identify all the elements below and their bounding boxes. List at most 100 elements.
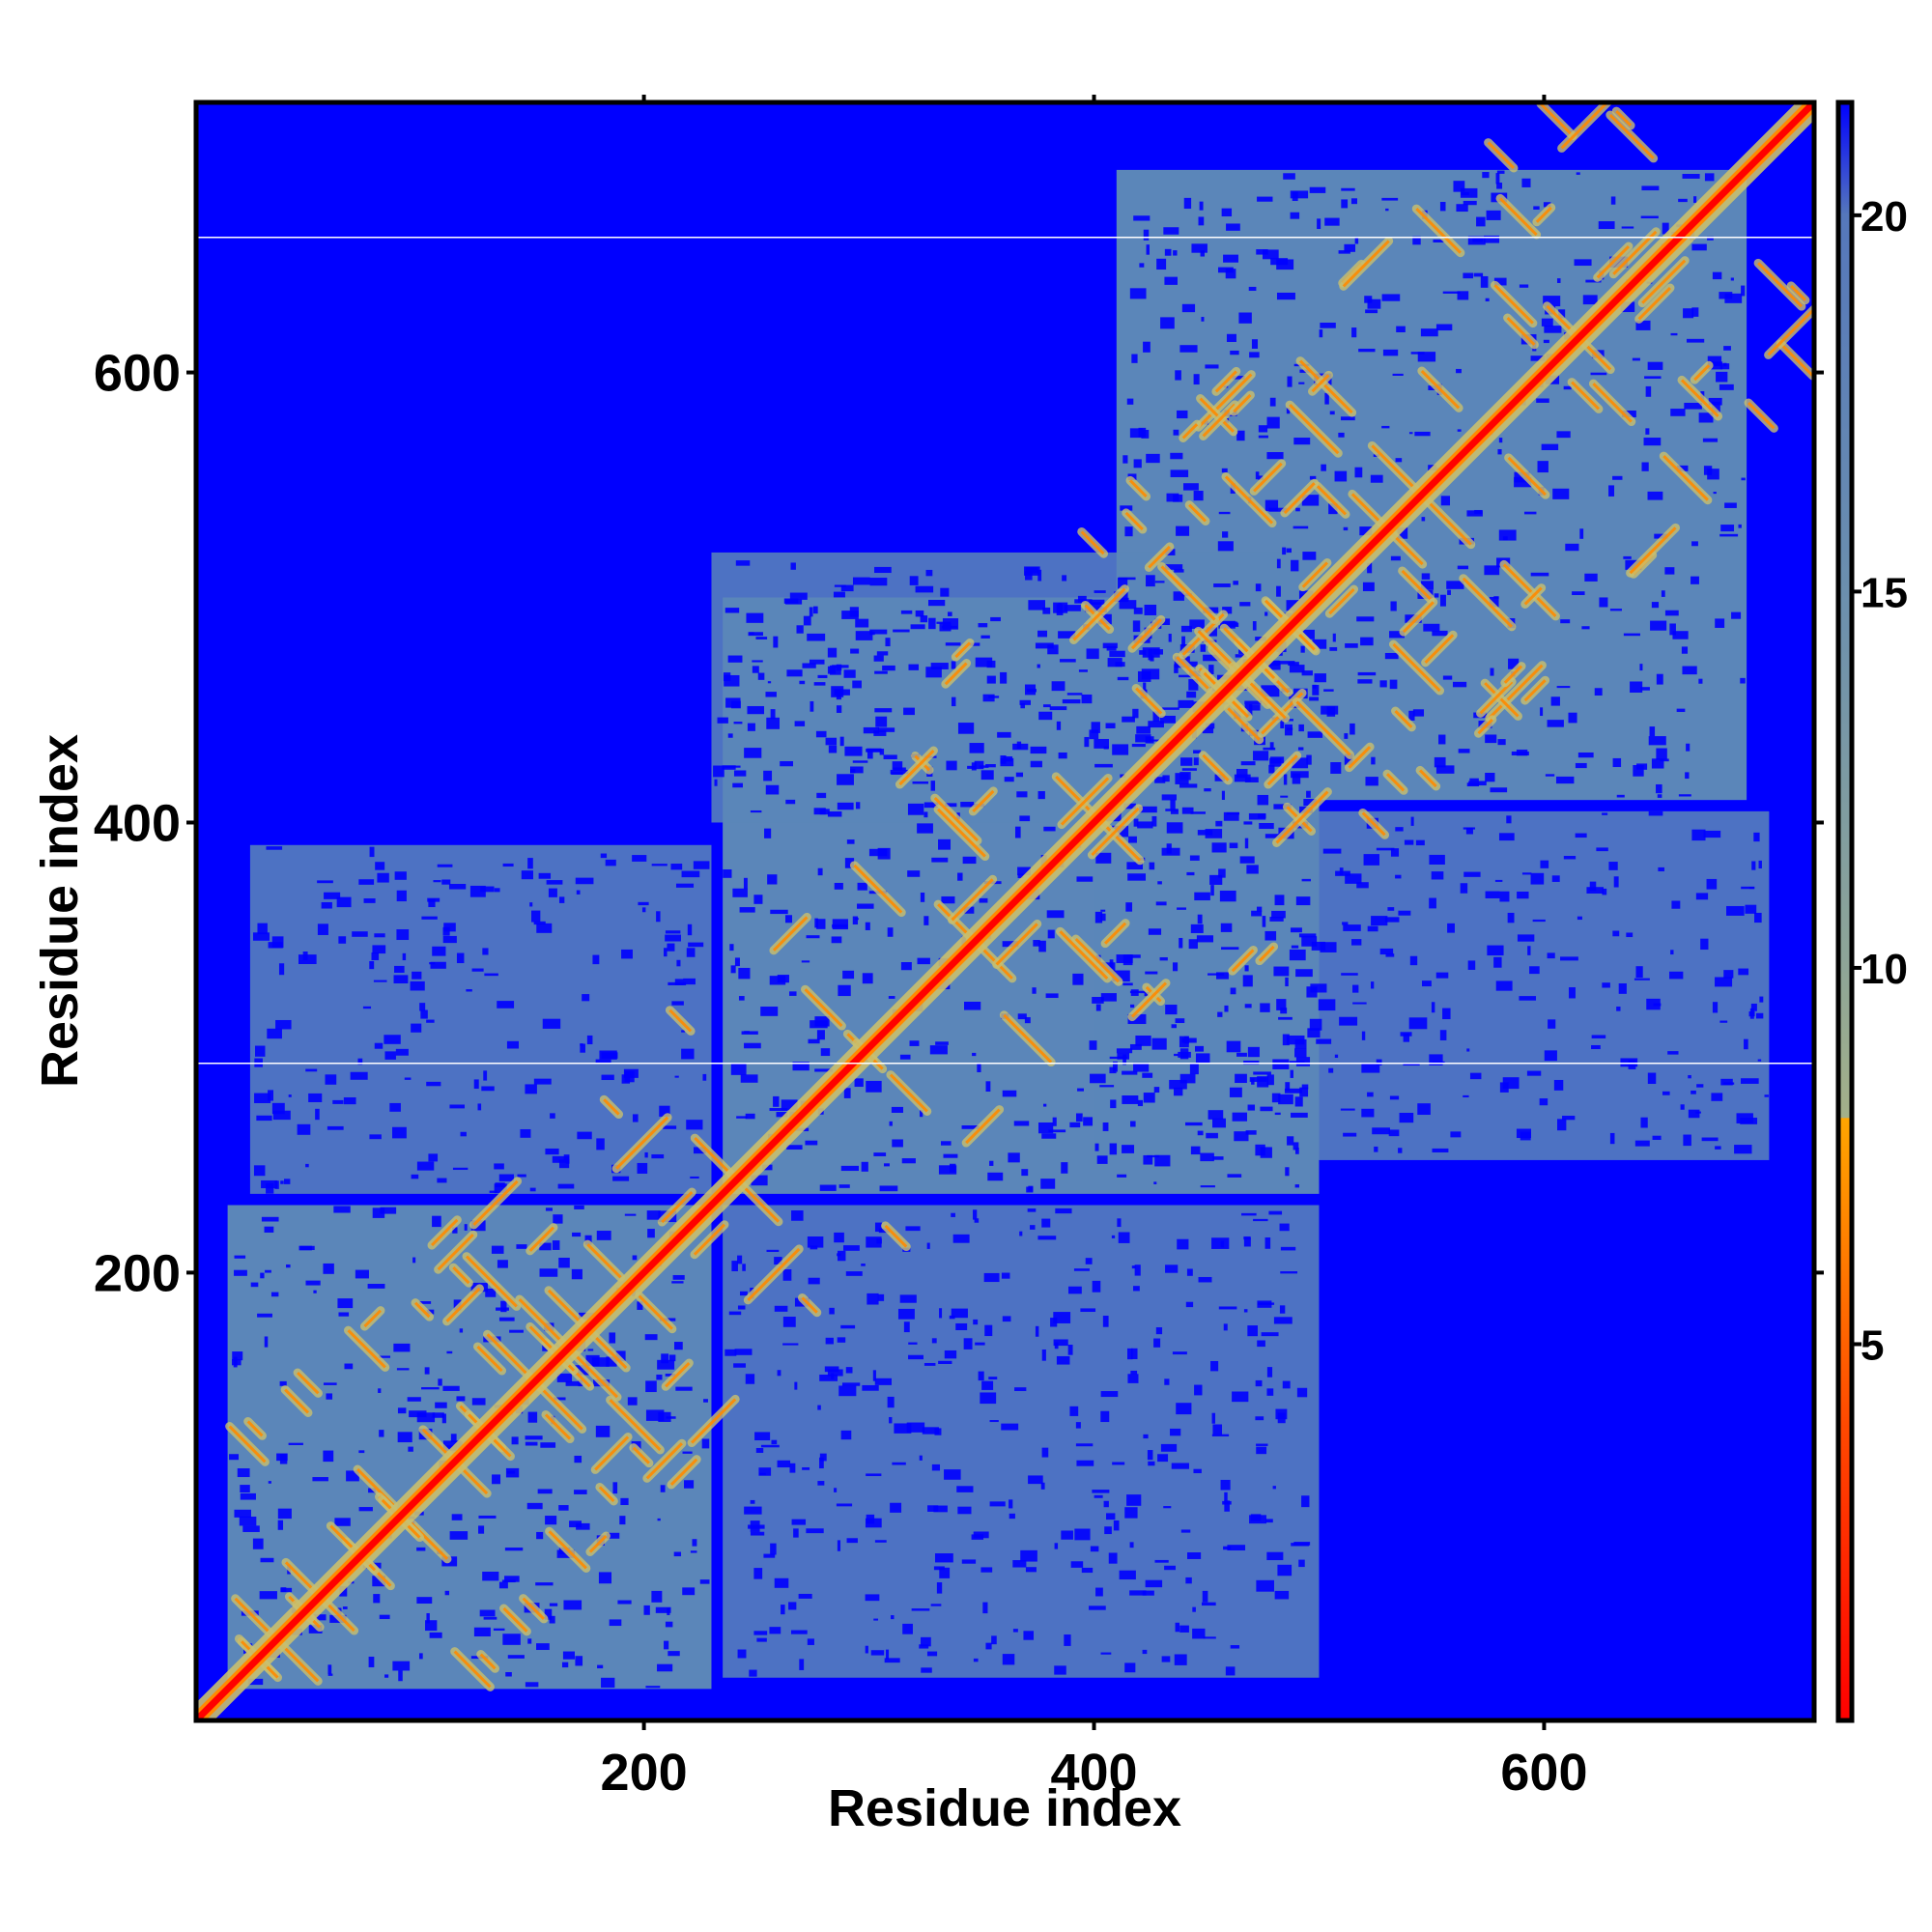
- speckle: [1195, 1045, 1205, 1052]
- close-contact-band: [1295, 700, 1351, 756]
- speckle: [1089, 1605, 1106, 1610]
- speckle: [553, 1214, 563, 1224]
- speckle: [925, 667, 942, 678]
- speckle: [1704, 173, 1715, 182]
- speckle: [527, 1638, 532, 1644]
- speckle: [1485, 772, 1495, 782]
- heatmap-plot-area: [196, 102, 1814, 1720]
- speckle: [1577, 752, 1594, 758]
- speckle: [1094, 763, 1113, 768]
- speckle: [1517, 934, 1535, 942]
- speckle: [1295, 1057, 1311, 1066]
- speckle: [1463, 1094, 1469, 1097]
- speckle: [521, 870, 533, 880]
- speckle: [867, 1293, 879, 1305]
- speckle: [1543, 339, 1549, 344]
- speckle: [1169, 1079, 1187, 1090]
- speckle: [1200, 250, 1206, 257]
- speckle: [979, 765, 989, 768]
- speckle: [305, 1068, 318, 1072]
- speckle: [1309, 1018, 1322, 1031]
- speckle: [945, 803, 957, 808]
- speckle: [865, 1645, 868, 1654]
- speckle: [1484, 565, 1500, 576]
- speckle: [1017, 867, 1031, 876]
- speckle: [843, 1245, 860, 1251]
- speckle: [936, 1582, 943, 1594]
- speckle: [1686, 338, 1705, 343]
- speckle: [1283, 774, 1288, 785]
- speckle: [1170, 1428, 1181, 1436]
- speckle: [873, 655, 884, 662]
- speckle: [1613, 876, 1619, 888]
- speckle: [1132, 708, 1139, 719]
- speckle: [373, 1594, 381, 1604]
- speckle: [1200, 1185, 1215, 1188]
- speckle: [789, 592, 808, 600]
- speckle: [549, 1615, 555, 1624]
- speckle: [1741, 477, 1746, 481]
- speckle: [1539, 1098, 1548, 1106]
- speckle: [1255, 1416, 1264, 1421]
- speckle: [1294, 1096, 1303, 1107]
- speckle: [892, 1139, 903, 1148]
- speckle: [686, 948, 696, 957]
- speckle: [1551, 875, 1560, 882]
- close-contact-band: [1401, 569, 1432, 601]
- speckle: [1292, 773, 1301, 784]
- speckle: [1171, 1463, 1189, 1469]
- speckle: [493, 1628, 505, 1632]
- speckle: [312, 1477, 328, 1482]
- speckle: [1067, 1345, 1073, 1355]
- speckle: [671, 1281, 684, 1284]
- speckle: [511, 1436, 519, 1445]
- speckle: [504, 1548, 524, 1551]
- speckle: [842, 970, 855, 980]
- speckle: [949, 1315, 955, 1320]
- speckle: [1719, 1020, 1728, 1023]
- y-tick-label: 600: [94, 345, 181, 403]
- speckle: [520, 1128, 531, 1138]
- speckle: [1186, 871, 1195, 876]
- speckle: [1321, 705, 1339, 715]
- speckle: [1131, 354, 1138, 363]
- speckle: [1268, 1210, 1283, 1215]
- speckle: [1307, 1028, 1321, 1038]
- speckle: [1216, 972, 1229, 980]
- speckle: [838, 984, 851, 997]
- speckle: [308, 1625, 323, 1634]
- speckle: [1435, 765, 1455, 774]
- speckle: [1150, 655, 1154, 662]
- speckle: [254, 1093, 271, 1103]
- speckle: [1485, 298, 1490, 302]
- speckle: [1024, 1016, 1031, 1024]
- close-contact-band: [1506, 316, 1536, 346]
- speckle: [426, 1612, 430, 1624]
- close-contact-band: [1311, 374, 1330, 393]
- speckle: [1536, 398, 1549, 403]
- speckle: [873, 1152, 887, 1156]
- speckle: [1431, 871, 1444, 880]
- speckle: [397, 1407, 407, 1414]
- speckle: [459, 1328, 464, 1333]
- speckle: [1064, 1634, 1071, 1646]
- speckle: [1291, 945, 1299, 949]
- speckle: [1148, 928, 1162, 935]
- speckle: [1094, 1494, 1103, 1498]
- speckle: [438, 1378, 442, 1386]
- speckle: [525, 1682, 539, 1688]
- speckle: [1432, 630, 1448, 637]
- speckle: [1456, 204, 1468, 213]
- close-contact-band: [347, 1329, 386, 1369]
- speckle: [751, 1175, 768, 1186]
- speckle: [1367, 298, 1381, 309]
- speckle: [502, 863, 514, 867]
- speckle: [1493, 277, 1507, 286]
- speckle: [927, 599, 946, 607]
- speckle: [1371, 916, 1388, 926]
- speckle: [1151, 815, 1157, 827]
- speckle: [846, 1538, 858, 1544]
- speckle: [392, 1661, 411, 1671]
- speckle: [927, 1505, 939, 1512]
- speckle: [1591, 1035, 1606, 1038]
